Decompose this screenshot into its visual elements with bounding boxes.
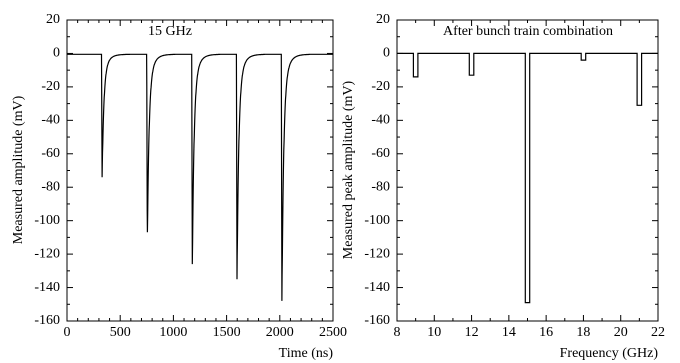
peak-amplitude-trace	[397, 52, 658, 304]
left-y-tick-label: -40	[41, 113, 60, 128]
time-domain-panel: 20 0 -20 -40 -60 -80 -100 -120 -140 -160 0 500 1000 1…	[11, 12, 347, 361]
left-y-tick-label: -80	[41, 179, 60, 194]
right-y-tick-label: 20	[376, 12, 390, 27]
left-x-tick-label: 0	[64, 325, 71, 340]
right-plot-frame	[396, 19, 659, 322]
left-y-tick-label: -140	[34, 280, 60, 295]
left-y-tick-label: 20	[46, 12, 60, 27]
right-panel-title: After bunch train combination	[443, 24, 613, 39]
right-x-tick-label: 18	[576, 325, 590, 340]
left-y-tick-label: 0	[53, 46, 60, 61]
left-y-tick-label: -60	[41, 146, 60, 161]
right-y-tick-label: 0	[383, 46, 390, 61]
right-y-tick-label: -120	[364, 246, 390, 261]
left-x-tick-label: 500	[110, 325, 131, 340]
left-x-tick-label: 1000	[159, 325, 187, 340]
right-y-tick-label: -20	[371, 79, 390, 94]
right-y-tick-label: -60	[371, 146, 390, 161]
right-y-tick-label: -160	[364, 313, 390, 328]
right-x-tick-label: 14	[502, 325, 516, 340]
left-y-tick-label: -20	[41, 79, 60, 94]
right-x-tick-label: 12	[465, 325, 479, 340]
left-x-tick-label: 2000	[266, 325, 294, 340]
left-axes-ticks: 20 0 -20 -40 -60 -80 -100 -120 -140 -160 0 500 1000 1…	[34, 12, 347, 340]
left-y-axis-label: Measured amplitude (mV)	[11, 95, 26, 244]
amplitude-trace	[67, 53, 333, 301]
left-panel-title: 15 GHz	[148, 24, 192, 39]
right-y-tick-label: -100	[364, 213, 390, 228]
right-x-tick-label: 16	[539, 325, 553, 340]
left-y-tick-label: -160	[34, 313, 60, 328]
left-x-axis-label: Time (ns)	[279, 346, 334, 361]
left-y-tick-label: -120	[34, 246, 60, 261]
right-x-tick-label: 10	[427, 325, 441, 340]
left-x-tick-label: 2500	[319, 325, 347, 340]
right-y-tick-label: -140	[364, 280, 390, 295]
frequency-domain-panel: 20 0 -20 -40 -60 -80 -100 -120 -140 -160 8 10 12 14 16…	[341, 12, 665, 361]
right-x-tick-label: 8	[394, 325, 401, 340]
right-y-axis-label: Measured peak amplitude (mV)	[341, 80, 356, 259]
right-x-tick-label: 20	[614, 325, 628, 340]
left-x-tick-label: 1500	[213, 325, 241, 340]
right-x-axis-label: Frequency (GHz)	[560, 346, 659, 361]
right-y-tick-label: -40	[371, 113, 390, 128]
right-axes-ticks: 20 0 -20 -40 -60 -80 -100 -120 -140 -160 8 10 12 14 16…	[364, 12, 665, 340]
right-x-tick-label: 22	[651, 325, 665, 340]
right-y-tick-label: -80	[371, 179, 390, 194]
left-y-tick-label: -100	[34, 213, 60, 228]
